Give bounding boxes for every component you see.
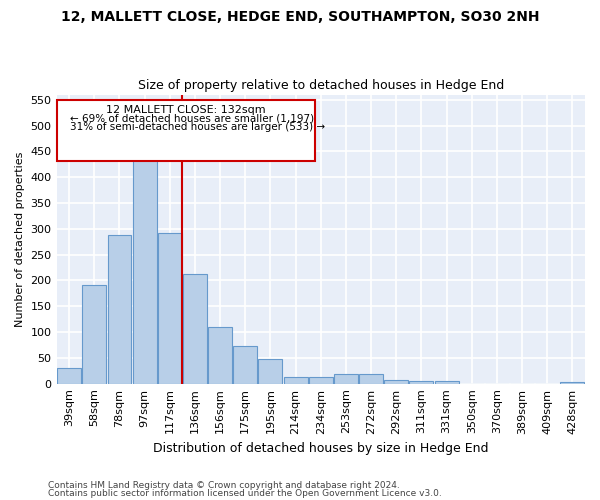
Text: ← 69% of detached houses are smaller (1,197): ← 69% of detached houses are smaller (1,…	[70, 114, 314, 124]
Bar	[385, 380, 408, 384]
Bar	[57, 368, 81, 384]
Text: Contains public sector information licensed under the Open Government Licence v3: Contains public sector information licen…	[48, 488, 442, 498]
X-axis label: Distribution of detached houses by size in Hedge End: Distribution of detached houses by size …	[153, 442, 488, 455]
FancyBboxPatch shape	[56, 100, 316, 161]
Text: 12 MALLETT CLOSE: 132sqm: 12 MALLETT CLOSE: 132sqm	[106, 104, 266, 115]
Bar	[233, 346, 257, 384]
Text: Contains HM Land Registry data © Crown copyright and database right 2024.: Contains HM Land Registry data © Crown c…	[48, 481, 400, 490]
Y-axis label: Number of detached properties: Number of detached properties	[15, 152, 25, 327]
Bar	[284, 377, 308, 384]
Bar	[334, 374, 358, 384]
Bar	[259, 359, 283, 384]
Text: 31% of semi-detached houses are larger (533) →: 31% of semi-detached houses are larger (…	[70, 122, 325, 132]
Bar	[82, 284, 106, 384]
Bar	[560, 382, 584, 384]
Bar	[434, 381, 458, 384]
Bar	[183, 274, 207, 384]
Bar	[158, 233, 182, 384]
Text: 12, MALLETT CLOSE, HEDGE END, SOUTHAMPTON, SO30 2NH: 12, MALLETT CLOSE, HEDGE END, SOUTHAMPTO…	[61, 10, 539, 24]
Bar	[208, 327, 232, 384]
Bar	[107, 235, 131, 384]
Bar	[133, 146, 157, 384]
Bar	[359, 374, 383, 384]
Title: Size of property relative to detached houses in Hedge End: Size of property relative to detached ho…	[137, 79, 504, 92]
Bar	[309, 377, 333, 384]
Bar	[409, 381, 433, 384]
